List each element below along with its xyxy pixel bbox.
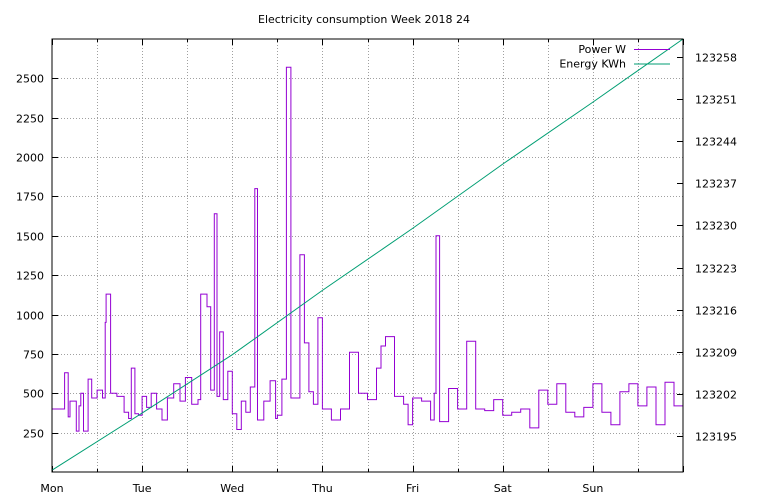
- y-right-tick-label: 123251: [695, 94, 737, 107]
- legend: Power W Energy KWh: [559, 43, 670, 71]
- x-tick-label: Wed: [220, 482, 244, 495]
- y-left-tick-label: 1500: [16, 231, 44, 244]
- y-left-tick-label: 1000: [16, 310, 44, 323]
- y-left-tick-label: 2250: [16, 113, 44, 126]
- x-tick-label: Mon: [40, 482, 63, 495]
- y-right-tick-label: 123258: [695, 52, 737, 65]
- y-right-tick-label: 123209: [695, 347, 737, 360]
- y-right-tick-label: 123244: [695, 136, 737, 149]
- y-left-tick-label: 2000: [16, 152, 44, 165]
- y-right-tick-label: 123237: [695, 178, 737, 191]
- y-right-tick-label: 123230: [695, 220, 737, 233]
- plot-area-frame: [51, 38, 684, 473]
- x-tick-label: Tue: [132, 482, 152, 495]
- data-series: [51, 38, 684, 471]
- y-right-tick-label: 123223: [695, 263, 737, 276]
- legend-label-energy: Energy KWh: [559, 58, 626, 71]
- legend-label-power: Power W: [578, 43, 626, 56]
- x-tick-label: Fri: [406, 482, 419, 495]
- y-right-tick-label: 123216: [695, 305, 737, 318]
- series-line-power: [52, 66, 684, 432]
- chart-title: Electricity consumption Week 2018 24: [258, 13, 470, 26]
- tick-labels: 250 500 750 1000 1250 1500 1750 2000 2250 2500 123…: [16, 52, 737, 496]
- x-tick-label: Sun: [582, 482, 603, 495]
- x-tick-label: Sat: [494, 482, 513, 495]
- x-tick-label: Thu: [311, 482, 333, 495]
- y-left-tick-label: 750: [23, 349, 44, 362]
- series-line-energy: [51, 38, 684, 471]
- y-left-tick-label: 2500: [16, 73, 44, 86]
- y-left-tick-label: 1750: [16, 191, 44, 204]
- y-left-tick-label: 500: [23, 388, 44, 401]
- y-left-tick-label: 1250: [16, 270, 44, 283]
- y-left-tick-label: 250: [23, 428, 44, 441]
- grid-lines: [52, 39, 683, 472]
- y-right-tick-label: 123202: [695, 389, 737, 402]
- y-right-tick-label: 123195: [695, 431, 737, 444]
